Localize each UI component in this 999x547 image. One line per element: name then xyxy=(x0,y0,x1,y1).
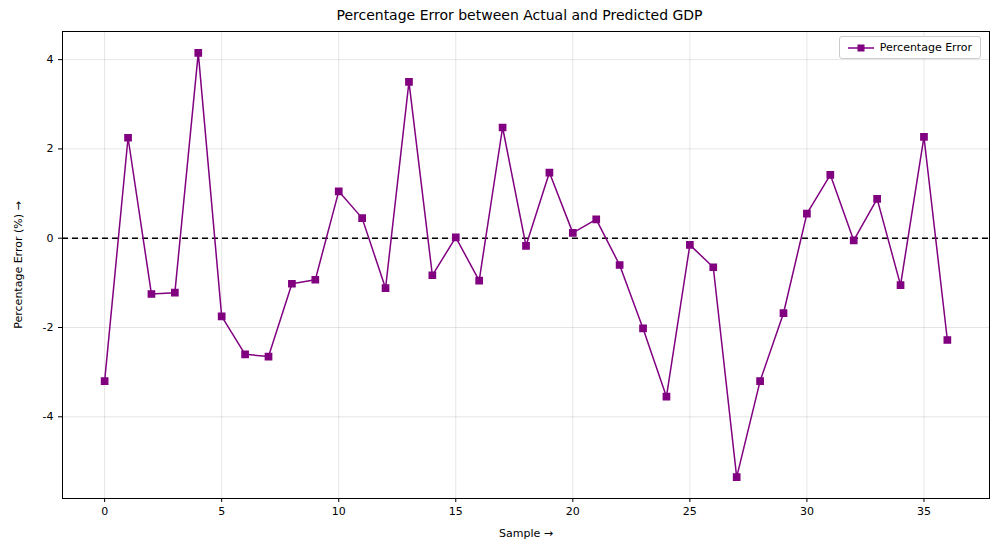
svg-text:0: 0 xyxy=(47,232,54,245)
svg-text:Sample →: Sample → xyxy=(499,527,553,540)
html-text:Percentage Error: Percentage Error xyxy=(879,41,972,54)
svg-text:35: 35 xyxy=(917,505,931,518)
svg-text:30: 30 xyxy=(800,505,814,518)
svg-text:Percentage Error (%) →: Percentage Error (%) → xyxy=(12,201,25,328)
svg-text:-2: -2 xyxy=(43,321,54,334)
svg-text:15: 15 xyxy=(449,505,463,518)
svg-text:10: 10 xyxy=(332,505,346,518)
svg-text:-4: -4 xyxy=(43,410,54,423)
svg-text:4: 4 xyxy=(47,53,54,66)
svg-text:25: 25 xyxy=(683,505,697,518)
svg-text:0: 0 xyxy=(101,505,108,518)
svg-text:2: 2 xyxy=(47,142,54,155)
html-text:Percentage Error between Actua: Percentage Error between Actual and Pred… xyxy=(336,7,703,23)
svg-text:20: 20 xyxy=(566,505,580,518)
svg-text:5: 5 xyxy=(218,505,225,518)
